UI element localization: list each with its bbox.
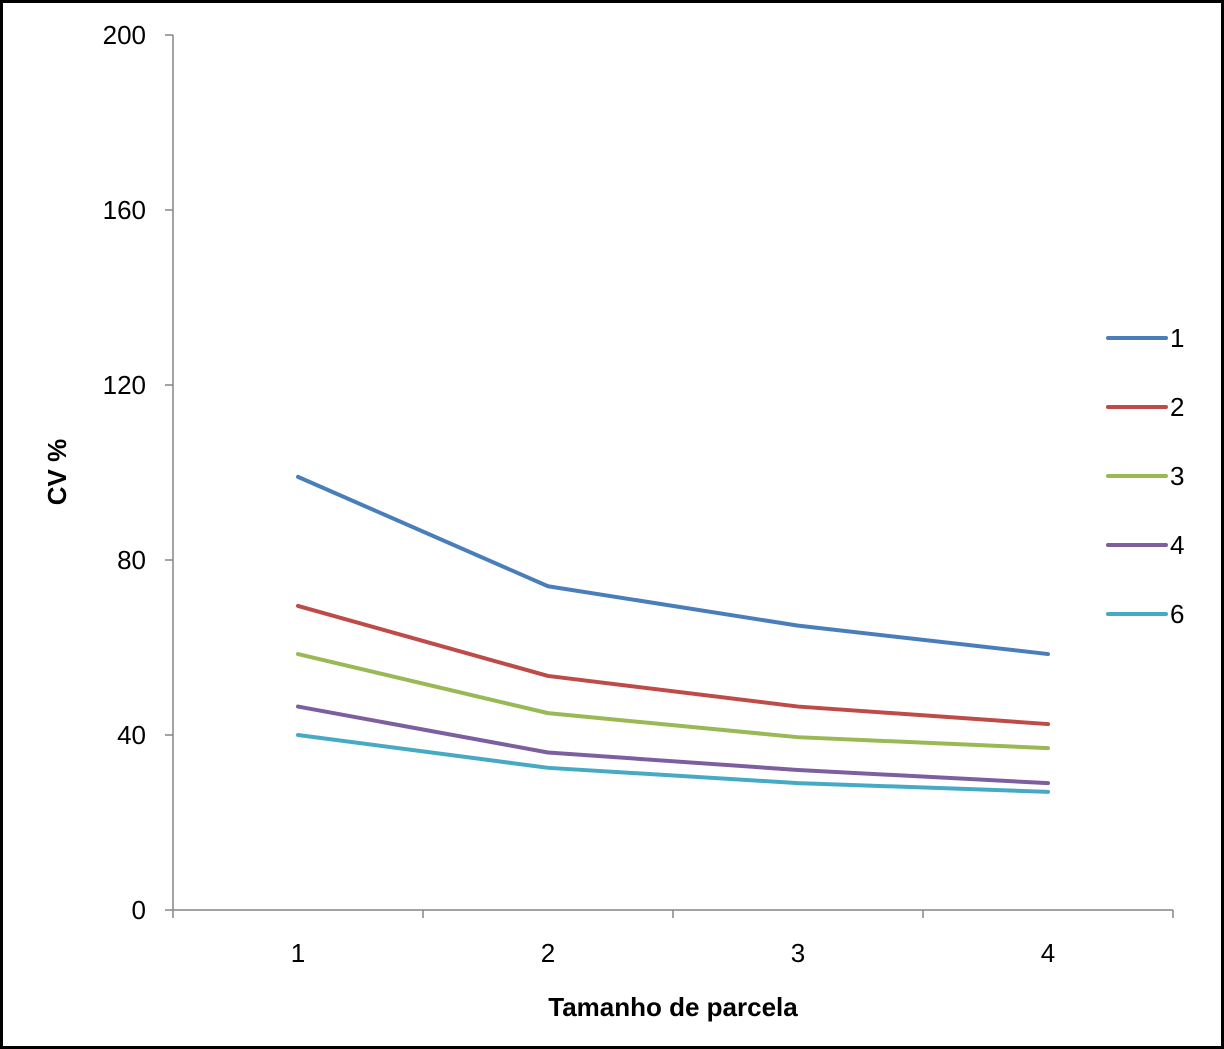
x-tick-label: 3 [791, 938, 805, 968]
y-tick-label: 40 [117, 720, 146, 750]
legend-label-4: 4 [1170, 530, 1184, 560]
x-tick-label: 4 [1041, 938, 1055, 968]
series-line-3 [296, 652, 1050, 751]
x-axis-title: Tamanho de parcela [548, 992, 798, 1022]
series-line-1 [296, 474, 1050, 657]
series-line-4 [296, 704, 1050, 786]
y-axis-title: CV % [42, 439, 72, 505]
y-tick-label: 200 [103, 20, 146, 50]
legend-label-1: 1 [1170, 323, 1184, 353]
y-tick-label: 160 [103, 195, 146, 225]
series-line-2 [296, 603, 1050, 727]
series-lines [296, 474, 1050, 794]
x-tick-label: 1 [291, 938, 305, 968]
y-tick-labels: 0 40 80 120 160 200 [103, 20, 146, 925]
legend-label-6: 6 [1170, 599, 1184, 629]
y-tick-label: 80 [117, 545, 146, 575]
y-tick-label: 120 [103, 370, 146, 400]
legend-label-3: 3 [1170, 461, 1184, 491]
y-tick-label: 0 [132, 895, 146, 925]
axes [165, 34, 1174, 918]
x-tick-label: 2 [541, 938, 555, 968]
x-tick-labels: 1 2 3 4 [291, 938, 1055, 968]
legend: 1 2 3 4 6 [1106, 323, 1184, 629]
legend-label-2: 2 [1170, 392, 1184, 422]
series-line-6 [296, 733, 1050, 794]
